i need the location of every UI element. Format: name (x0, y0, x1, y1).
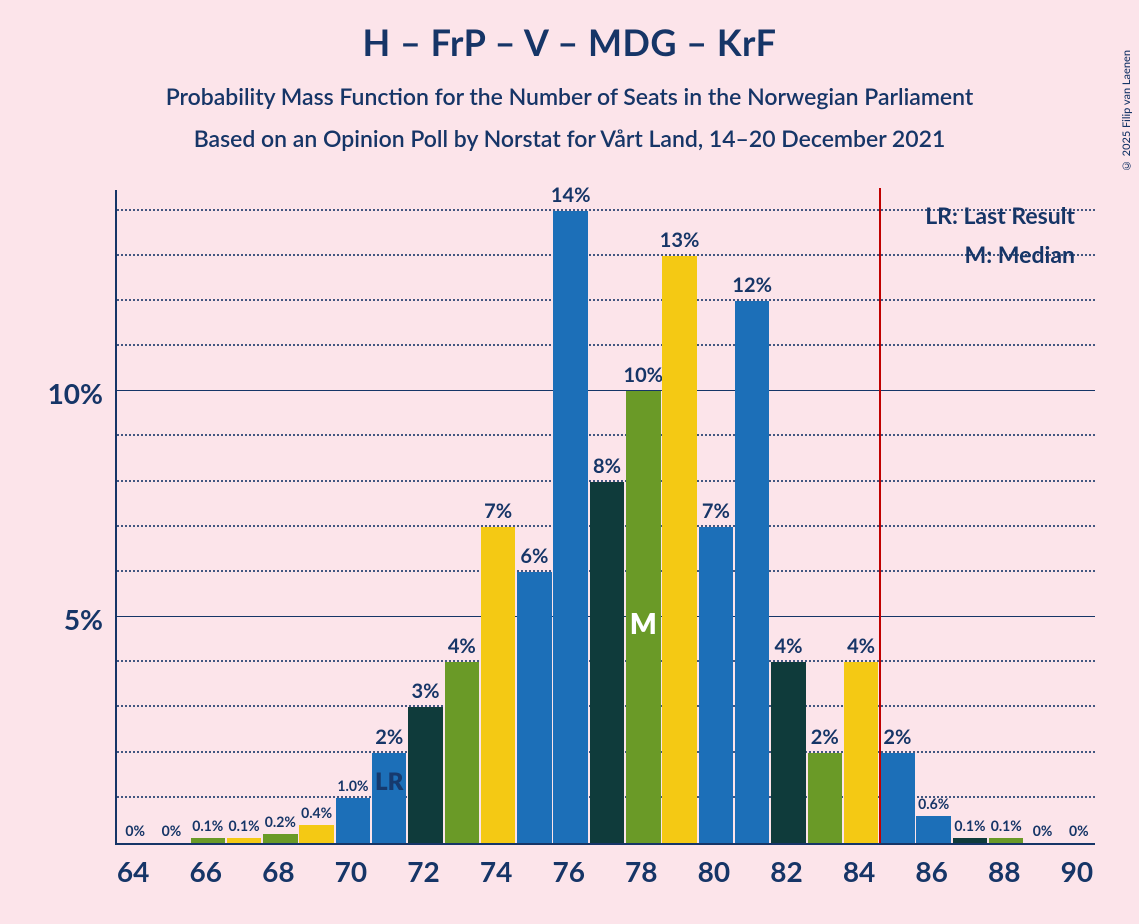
x-tick-label: 80 (698, 854, 730, 888)
bar-value-label: 3% (412, 679, 440, 703)
bar-value-label: 0.2% (265, 813, 296, 830)
bar (553, 211, 587, 843)
bar (191, 838, 225, 843)
bar (662, 256, 696, 843)
x-tick-label: 66 (189, 854, 221, 888)
bar (989, 838, 1023, 843)
bar-value-label: 0.1% (229, 817, 260, 834)
bar-value-label: 0% (1033, 822, 1053, 839)
legend: LR: Last Result M: Median (925, 196, 1075, 274)
x-tick-label: 78 (625, 854, 657, 888)
x-tick-label: 88 (988, 854, 1020, 888)
bar (227, 838, 261, 843)
bar-value-label: 10% (623, 363, 663, 387)
legend-m: M: Median (925, 235, 1075, 274)
last-result-line (879, 188, 881, 843)
grid-minor (117, 299, 1095, 301)
y-tick-label: 5% (23, 602, 103, 636)
last-result-marker: LR (375, 767, 403, 796)
bar (481, 527, 515, 843)
bar-value-label: 13% (660, 228, 700, 252)
bar-value-label: 0% (1069, 822, 1089, 839)
x-tick-label: 64 (117, 854, 149, 888)
bar-value-label: 0.1% (192, 817, 223, 834)
x-tick-label: 74 (480, 854, 512, 888)
bar (735, 301, 769, 843)
bar (263, 834, 297, 843)
bar-value-label: 1.0% (337, 777, 368, 794)
bar-value-label: 4% (774, 634, 802, 658)
bar-value-label: 0.1% (954, 817, 985, 834)
plot-area: 0%0%0.1%0.1%0.2%0.4%1.0%2%3%4%7%6%14%8%1… (115, 190, 1095, 845)
bar-value-label: 8% (593, 454, 621, 478)
bar (445, 662, 479, 843)
x-tick-label: 68 (262, 854, 294, 888)
x-tick-label: 70 (335, 854, 367, 888)
bar-value-label: 14% (551, 183, 591, 207)
bar-value-label: 7% (702, 499, 730, 523)
bar (299, 825, 333, 843)
x-tick-label: 84 (843, 854, 875, 888)
bar (880, 753, 914, 843)
copyright-text: © 2025 Filip van Laenen (1120, 50, 1133, 172)
bar (808, 753, 842, 843)
chart-area: 0%0%0.1%0.1%0.2%0.4%1.0%2%3%4%7%6%14%8%1… (115, 190, 1095, 845)
y-tick-label: 10% (23, 376, 103, 410)
bar-value-label: 0% (125, 822, 145, 839)
grid-major (117, 390, 1095, 391)
bar (916, 816, 950, 843)
legend-lr: LR: Last Result (925, 196, 1075, 235)
grid-minor (117, 344, 1095, 346)
bar (699, 527, 733, 843)
bar-value-label: 6% (520, 544, 548, 568)
bar (953, 838, 987, 843)
bar-value-label: 0.1% (991, 817, 1022, 834)
grid-minor (117, 434, 1095, 436)
bar-value-label: 0.6% (918, 795, 949, 812)
bar (771, 662, 805, 843)
median-marker: M (630, 606, 657, 640)
x-tick-label: 76 (552, 854, 584, 888)
x-tick-label: 86 (915, 854, 947, 888)
bar-value-label: 4% (847, 634, 875, 658)
subtitle-2: Based on an Opinion Poll by Norstat for … (0, 124, 1139, 152)
bar (844, 662, 878, 843)
bar-value-label: 4% (448, 634, 476, 658)
page-title: H – FrP – V – MDG – KrF (0, 0, 1139, 64)
bar-value-label: 0% (162, 822, 182, 839)
x-tick-label: 82 (770, 854, 802, 888)
x-tick-label: 90 (1061, 854, 1093, 888)
bar-value-label: 2% (375, 725, 403, 749)
bar (517, 572, 551, 843)
x-tick-label: 72 (407, 854, 439, 888)
bar-value-label: 7% (484, 499, 512, 523)
bar (408, 707, 442, 843)
bar-value-label: 12% (732, 273, 772, 297)
bar-value-label: 2% (811, 725, 839, 749)
subtitle-1: Probability Mass Function for the Number… (0, 82, 1139, 110)
bar (336, 798, 370, 843)
bar (590, 482, 624, 843)
bar-value-label: 2% (883, 725, 911, 749)
bar-value-label: 0.4% (301, 804, 332, 821)
